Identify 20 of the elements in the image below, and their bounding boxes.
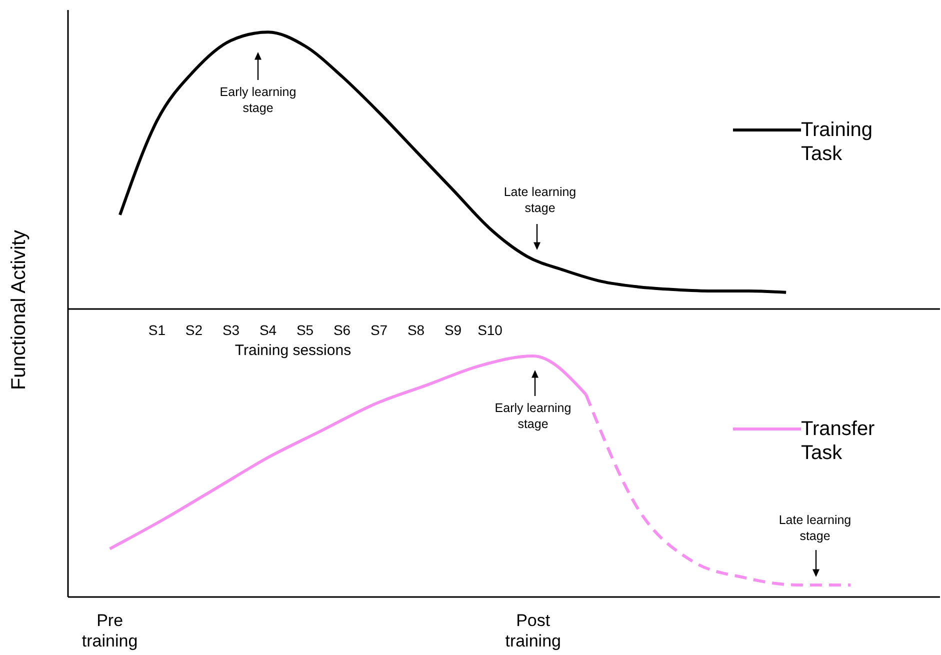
x-tick-label: S6 [333,322,351,338]
annotation: Late learning stage [778,512,852,544]
x-tick-label: S10 [478,322,503,338]
x-tick-label: Post training [505,611,561,650]
x-tick-label: S7 [370,322,388,338]
annotation: Early learning stage [218,84,298,116]
x-axis-title: Training sessions [234,342,352,359]
annotation: Early learning stage [494,400,572,432]
x-tick-label: S8 [407,322,425,338]
legend-label: Training Task [801,118,874,166]
x-tick-label: S4 [259,322,277,338]
x-tick-label: S9 [444,322,462,338]
x-tick-label: S1 [148,322,166,338]
legend-label: Transfer Task [801,417,876,465]
annotation: Late learning stage [502,184,578,216]
x-tick-label: S5 [296,322,314,338]
y-axis-title: Functional Activity [8,228,31,392]
x-tick-label: S2 [185,322,203,338]
x-tick-label: Pre training [82,611,138,650]
x-tick-label: S3 [222,322,240,338]
